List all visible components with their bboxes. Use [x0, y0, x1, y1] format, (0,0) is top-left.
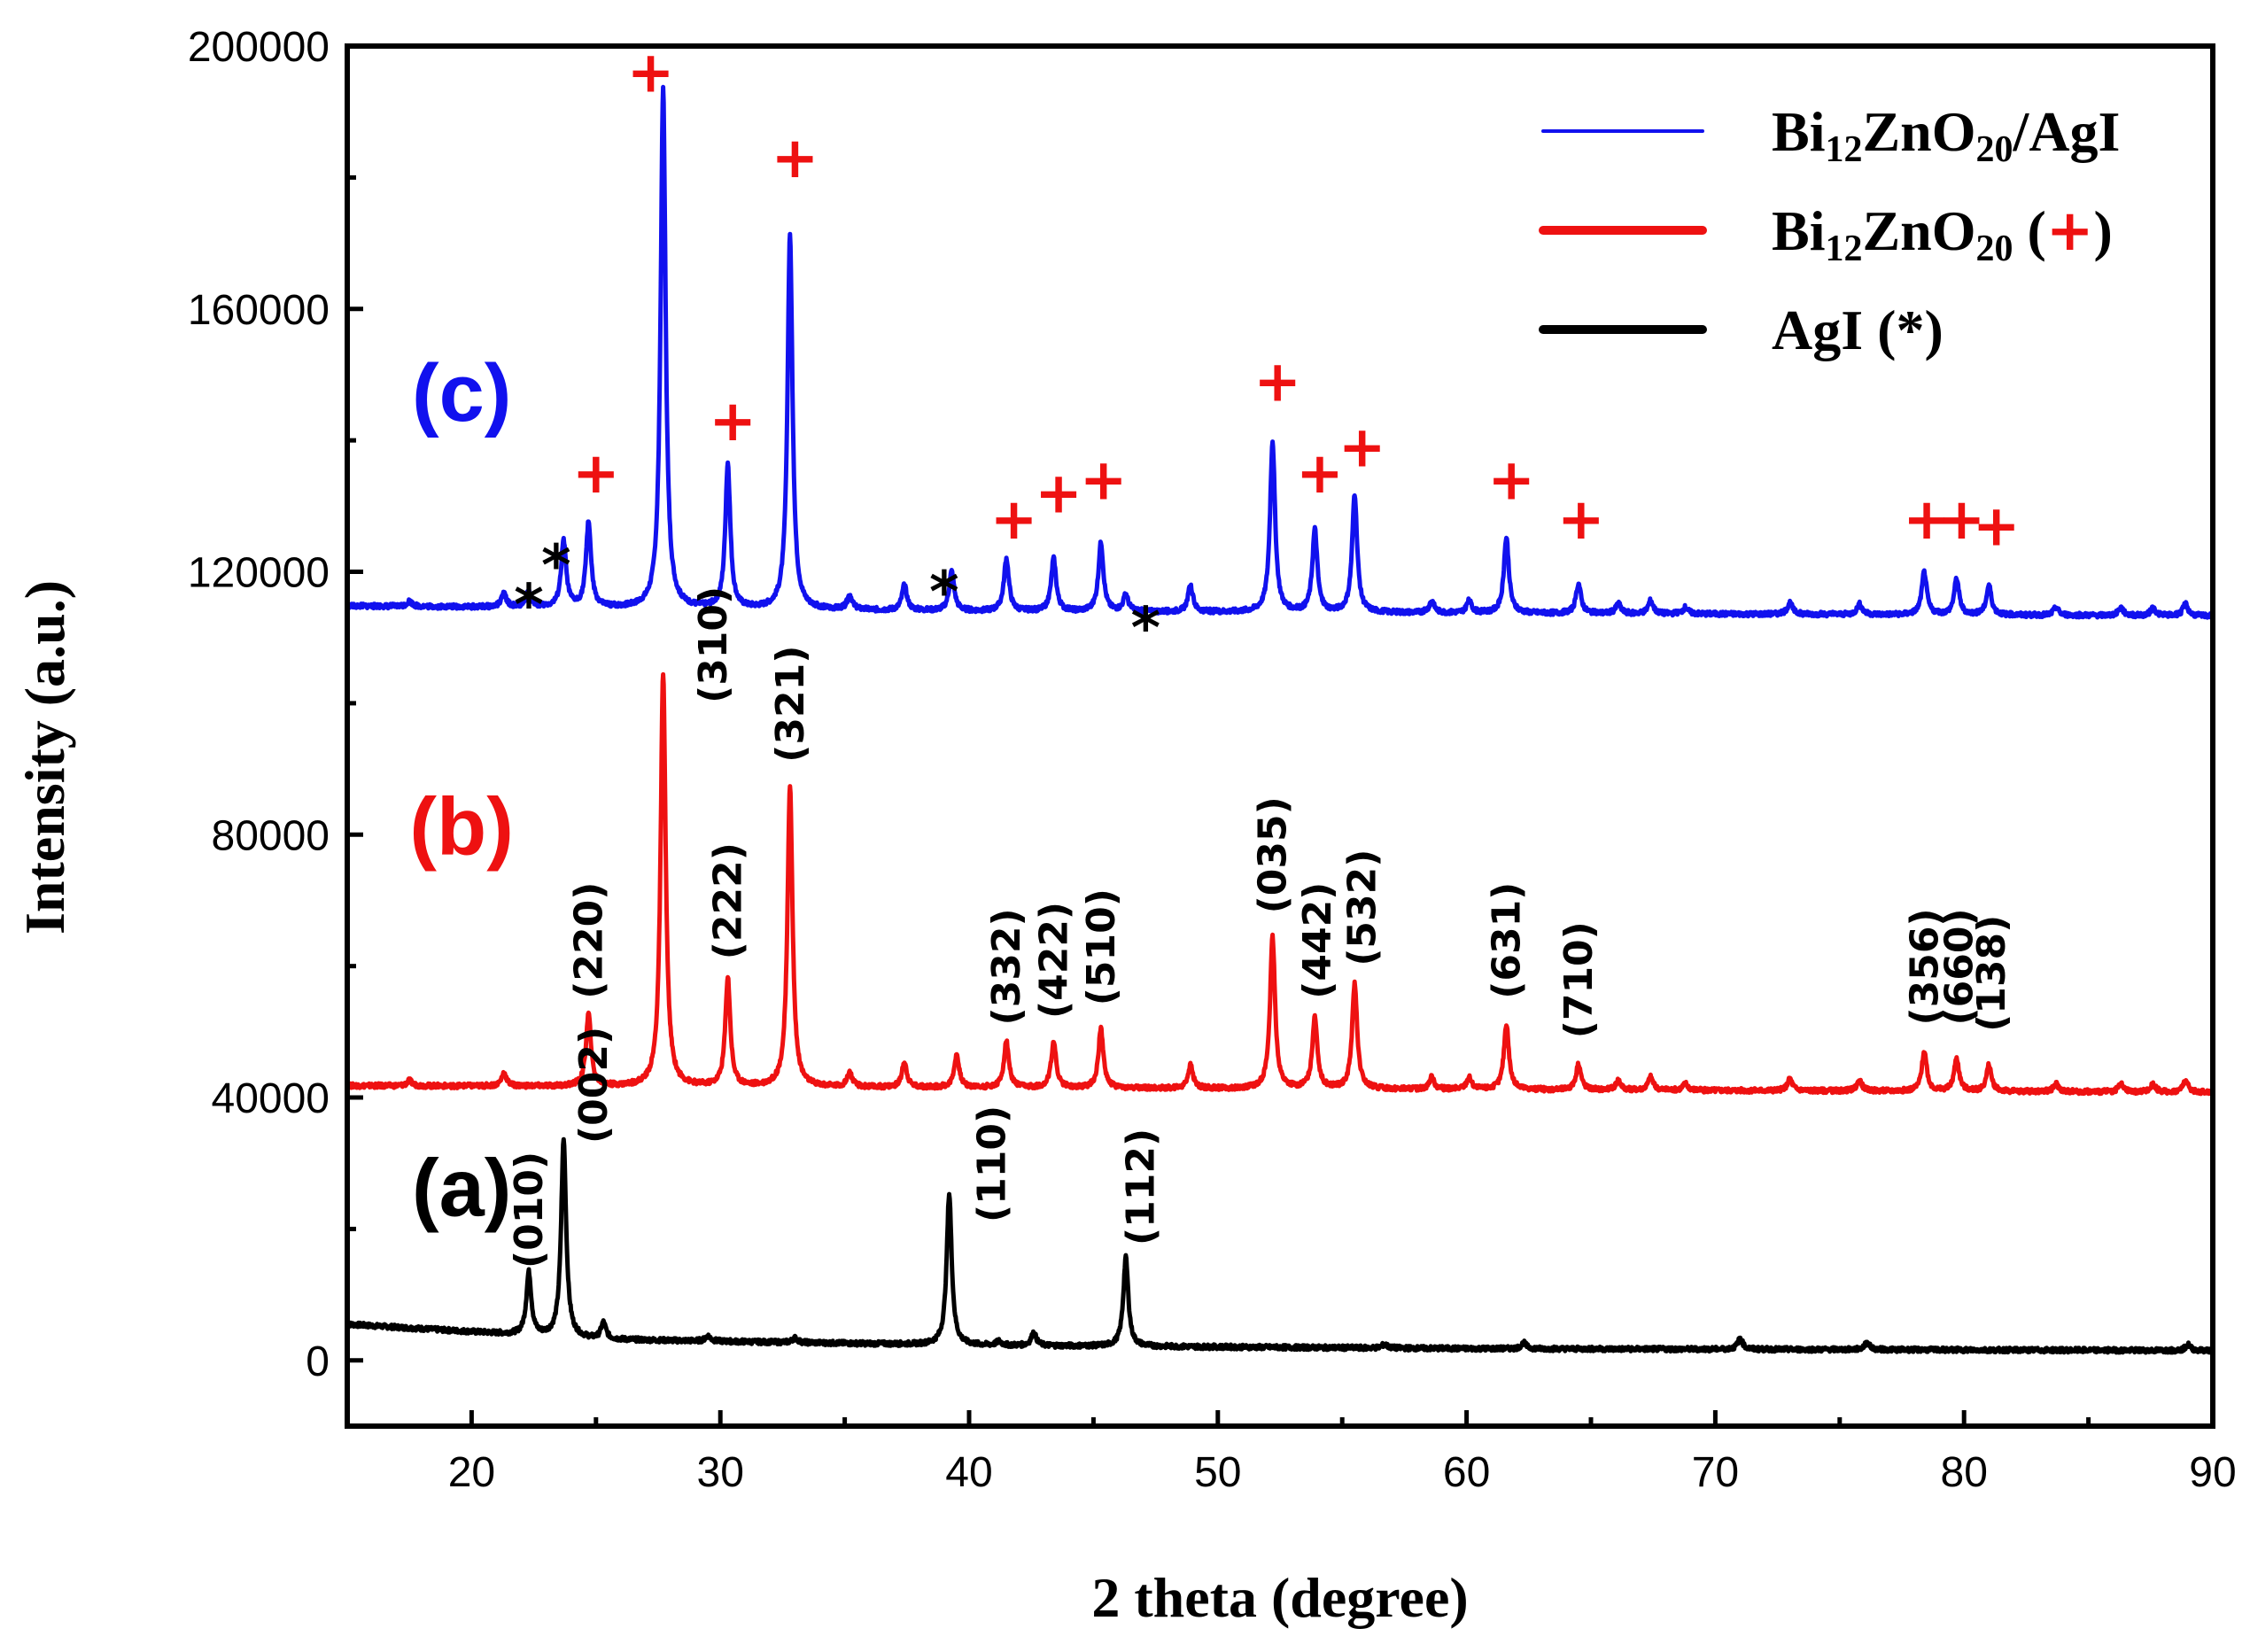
y-tick-label: 120000	[188, 550, 330, 597]
legend-text-part: AgI (*)	[1772, 299, 1944, 361]
star-marker: *	[1131, 596, 1160, 662]
hkl-label: (422)	[1031, 902, 1076, 1019]
plus-marker: +	[1296, 441, 1344, 507]
y-axis-title: Intensity (a.u.)	[13, 580, 76, 935]
star-marker: *	[514, 573, 543, 639]
x-tick-label: 90	[2189, 1449, 2236, 1496]
hkl-label: (138)	[1969, 915, 2014, 1032]
legend-text-part: 20	[1976, 129, 2013, 170]
hkl-label: (356)	[1902, 908, 1947, 1025]
hkl-label: (510)	[1079, 888, 1124, 1005]
series-layer	[345, 84, 2215, 1355]
hkl-label: (631)	[1485, 882, 1530, 999]
star-marker: *	[541, 534, 570, 600]
plus-marker: +	[1338, 415, 1386, 481]
legend-text-part: )	[2093, 199, 2112, 262]
x-tick-label: 60	[1443, 1449, 1490, 1496]
legend-text-part: 20	[1976, 229, 2013, 269]
x-tick-label: 80	[1941, 1449, 1988, 1496]
legend-text-b: Bi12ZnO20 (+)	[1772, 198, 2113, 269]
plus-marker: +	[1253, 349, 1301, 415]
marker-layer: (a) (b) (c) (010) (002) (110) (112) (220) (310) (…	[409, 41, 2020, 1268]
plus-marker: +	[627, 41, 675, 106]
star-marker: *	[929, 560, 958, 625]
y-tick-label: 0	[306, 1338, 330, 1385]
hkl-label: (442)	[1295, 882, 1340, 999]
axes-layer: 20 30 40 50 60 70 80 90 0 40000 80000 120000 160000 2…	[188, 24, 2237, 1496]
curve-label-a: (a)	[412, 1144, 511, 1234]
curve-label-c: (c)	[412, 348, 511, 438]
hkl-label: (321)	[768, 646, 813, 763]
hkl-label: (710)	[1556, 921, 1602, 1038]
plus-marker: +	[1080, 448, 1128, 514]
hkl-label: (222)	[706, 842, 751, 959]
hkl-label: (110)	[969, 1105, 1014, 1222]
hkl-label: (532)	[1340, 849, 1385, 966]
hkl-label: (035)	[1251, 796, 1296, 913]
legend-text-a: AgI (*)	[1772, 299, 1944, 361]
legend-text-part: (	[2013, 199, 2046, 262]
legend-text-part: 12	[1825, 129, 1862, 170]
x-tick-label: 30	[697, 1449, 744, 1496]
plus-marker: +	[709, 389, 756, 454]
legend-text-part: /AgI	[2013, 100, 2121, 163]
hkl-label: (112)	[1119, 1128, 1164, 1245]
legend-text-part: ZnO	[1862, 100, 1975, 163]
y-tick-label: 160000	[188, 287, 330, 334]
hkl-label: (332)	[984, 908, 1029, 1025]
series-line-c	[345, 84, 2215, 620]
hkl-label: (310)	[691, 586, 736, 703]
plus-marker: +	[1973, 494, 2021, 560]
legend-text-c: Bi12ZnO20/AgI	[1772, 100, 2120, 170]
curve-label-b: (b)	[409, 782, 513, 873]
hkl-label: (220)	[566, 882, 611, 999]
series-line-a	[345, 1136, 2215, 1355]
plot-frame	[345, 43, 2215, 1429]
plus-marker: +	[1487, 448, 1535, 514]
legend-text-part: 12	[1825, 229, 1862, 269]
series-line-b	[345, 671, 2215, 1097]
x-tick-label: 40	[945, 1449, 992, 1496]
plus-marker: +	[1938, 487, 1986, 553]
plus-marker: +	[990, 487, 1038, 553]
hkl-label: (010)	[507, 1152, 552, 1268]
y-tick-label: 80000	[212, 812, 330, 859]
y-tick-label: 40000	[212, 1075, 330, 1122]
legend-text-part: +	[2046, 198, 2094, 264]
x-tick-label: 50	[1194, 1449, 1241, 1496]
hkl-label: (002)	[571, 1027, 617, 1144]
x-tick-label: 70	[1692, 1449, 1739, 1496]
y-tick-label: 200000	[188, 24, 330, 71]
hkl-label: (660)	[1937, 908, 1982, 1025]
plus-marker: +	[1035, 461, 1082, 526]
legend-text-part: Bi	[1772, 100, 1825, 163]
plus-marker: +	[772, 126, 819, 191]
x-tick-label: 20	[448, 1449, 495, 1496]
plus-marker: +	[1557, 487, 1605, 553]
plus-marker: +	[572, 441, 620, 507]
legend-text-part: Bi	[1772, 199, 1825, 262]
plus-marker: +	[1903, 487, 1951, 553]
legend-text-part: ZnO	[1862, 199, 1975, 262]
x-axis-title: 2 theta (degree)	[1091, 1566, 1468, 1629]
